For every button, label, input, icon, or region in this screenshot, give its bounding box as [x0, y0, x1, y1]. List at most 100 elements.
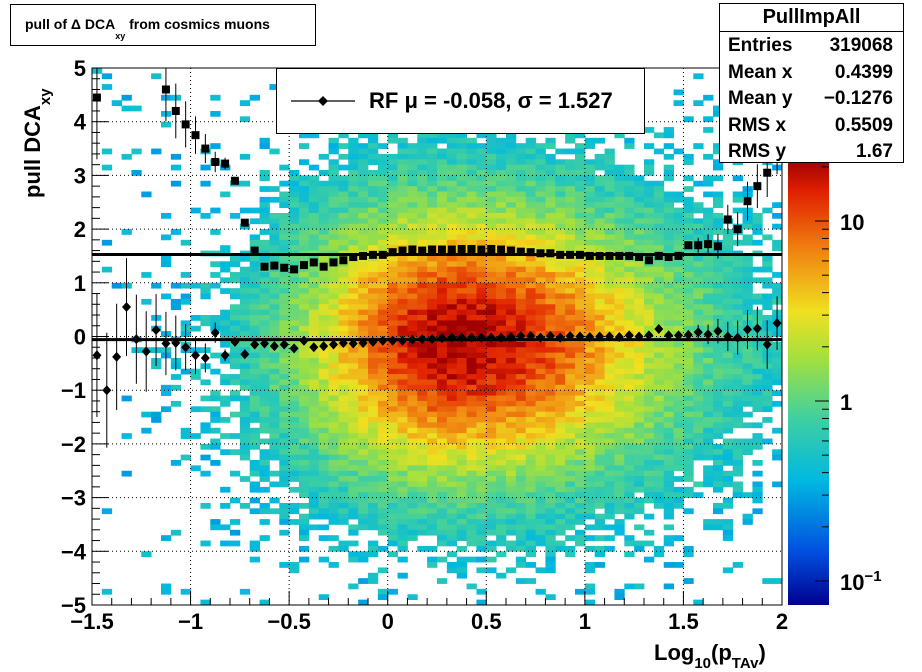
sigma-point [191, 131, 200, 140]
heatmap-cell [427, 497, 438, 504]
heatmap-cell [506, 390, 517, 396]
heatmap-cell [575, 481, 586, 488]
heatmap-cell [545, 298, 556, 305]
heatmap-cell [259, 196, 270, 203]
heatmap-cell [742, 234, 753, 241]
heatmap-cell [387, 218, 398, 225]
heatmap-cell [437, 159, 448, 166]
heatmap-cell [417, 223, 428, 230]
heatmap-cell [437, 519, 448, 525]
heatmap-cell [338, 379, 349, 386]
heatmap-cell [663, 406, 674, 413]
heatmap-cell [338, 347, 349, 354]
heatmap-cell [259, 315, 270, 321]
heatmap-cell [683, 116, 694, 123]
heatmap-cell [594, 476, 605, 482]
heatmap-cell [397, 304, 408, 311]
heatmap-cell [496, 374, 507, 380]
heatmap-cell [515, 180, 527, 187]
heatmap-cell [663, 293, 674, 300]
x-tick-label: −1.5 [70, 609, 113, 634]
heatmap-cell [575, 379, 586, 386]
heatmap-cell [594, 551, 605, 558]
heatmap-cell [663, 454, 674, 461]
heatmap-cell [634, 502, 645, 509]
heatmap-cell [496, 417, 507, 423]
heatmap-cell [358, 406, 369, 413]
heatmap-cell [584, 476, 596, 482]
heatmap-cell [239, 438, 251, 445]
heatmap-cell [131, 148, 142, 155]
heatmap-cell [535, 540, 546, 547]
heatmap-cell [732, 470, 743, 477]
heatmap-cell [575, 357, 586, 364]
heatmap-cell [358, 454, 369, 461]
heatmap-cell [713, 191, 724, 198]
sigma-point [339, 256, 348, 265]
heatmap-cell [535, 470, 546, 477]
heatmap-cell [338, 325, 349, 332]
heatmap-cell [358, 207, 369, 214]
heatmap-cell [259, 465, 270, 472]
heatmap-cell [683, 411, 694, 418]
heatmap-cell [377, 374, 389, 380]
heatmap-cell [230, 255, 241, 262]
heatmap-cell [308, 524, 320, 531]
heatmap-cell [377, 175, 389, 182]
heatmap-cell [752, 433, 763, 439]
heatmap-cell [683, 460, 694, 466]
heatmap-cell [673, 390, 684, 396]
heatmap-cell [161, 390, 172, 396]
heatmap-cell [525, 153, 536, 160]
heatmap-cell [289, 272, 300, 278]
heatmap-cell [535, 148, 546, 155]
heatmap-cell [614, 212, 625, 219]
heatmap-cell [358, 390, 369, 396]
heatmap-cell [387, 288, 398, 294]
heatmap-cell [308, 132, 320, 139]
sigma-point [723, 215, 732, 224]
heatmap-cell [259, 460, 270, 466]
heatmap-cell [722, 476, 734, 482]
heatmap-cell [584, 164, 596, 171]
heatmap-cell [338, 229, 349, 235]
heatmap-cell [427, 417, 438, 423]
heatmap-cell [584, 245, 596, 251]
heatmap-cell [762, 315, 773, 321]
heatmap-cell [486, 368, 497, 375]
heatmap-cell [515, 315, 527, 321]
heatmap-cell [387, 331, 398, 337]
heatmap-cell [279, 255, 290, 262]
heatmap-cell [683, 196, 694, 203]
heatmap-cell [594, 352, 605, 359]
heatmap-cell [703, 395, 714, 402]
heatmap-cell [515, 562, 527, 568]
heatmap-cell [338, 476, 349, 482]
heatmap-cell [594, 288, 605, 294]
heatmap-cell [614, 400, 625, 407]
heatmap-cell [417, 207, 428, 214]
heatmap-cell [407, 470, 418, 477]
heatmap-cell [101, 508, 113, 515]
heatmap-cell [308, 486, 320, 493]
heatmap-cell [594, 207, 605, 214]
heatmap-cell [673, 298, 684, 305]
heatmap-cell [387, 460, 398, 466]
heatmap-cell [742, 239, 753, 246]
heatmap-cell [663, 196, 674, 203]
heatmap-cell [456, 218, 467, 225]
heatmap-cell [299, 556, 310, 563]
heatmap-cell [525, 255, 536, 262]
sigma-point [585, 251, 594, 260]
heatmap-cell [496, 368, 507, 375]
heatmap-cell [713, 298, 724, 305]
heatmap-cell [653, 234, 665, 241]
heatmap-cell [456, 207, 467, 214]
heatmap-cell [318, 384, 329, 391]
heatmap-cell [772, 368, 783, 375]
heatmap-cell [742, 422, 753, 429]
heatmap-cell [387, 449, 398, 456]
heatmap-cell [496, 427, 507, 434]
heatmap-cell [673, 368, 684, 375]
heatmap-cell [456, 400, 467, 407]
